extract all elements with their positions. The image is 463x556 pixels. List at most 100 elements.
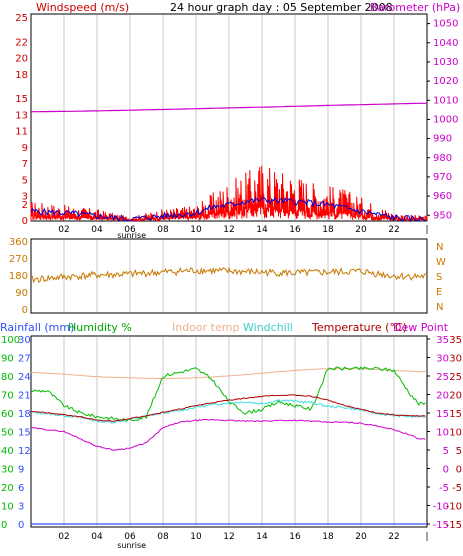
x-tick-label-top: 04 — [91, 225, 103, 235]
dir-compass-label: N — [436, 302, 443, 313]
baro-y-tick: 980 — [433, 153, 452, 164]
temp-y-tick: 25 — [449, 372, 462, 383]
humidity-y-tick: 6 — [18, 483, 24, 494]
temp-y-tick: -15 — [446, 520, 462, 531]
x-tick-label-bottom: 16 — [289, 532, 301, 542]
baro-y-tick: 960 — [433, 191, 452, 202]
rain-y-tick: 40 — [1, 446, 14, 457]
indoor-y-tick: 20 — [436, 391, 449, 402]
wind-y-tick: 18 — [15, 70, 28, 81]
x-tick-label-top: 12 — [223, 225, 234, 235]
wind-y-tick: 2 — [22, 200, 28, 211]
baro-y-tick: 1030 — [433, 57, 458, 68]
x-tick-label-top: 22 — [388, 225, 399, 235]
dir-compass-label: S — [436, 272, 442, 283]
panel-direction — [30, 238, 428, 314]
temp-y-tick: 5 — [456, 446, 462, 457]
legend-rainfall: Rainfall (mm) — [0, 321, 74, 334]
indoor-y-tick: 5 — [443, 446, 449, 457]
wind-y-tick: 3 — [22, 192, 28, 203]
baro-y-tick: 1000 — [433, 114, 458, 125]
legend-temperature: Temperature (°C) — [311, 321, 407, 334]
dir-compass-label: W — [436, 257, 446, 268]
rain-y-tick: 50 — [1, 428, 14, 439]
wind-y-tick: 25 — [15, 13, 28, 24]
humidity-y-tick: 9 — [18, 465, 24, 476]
x-tick-label-bottom: 14 — [256, 532, 268, 542]
humidity-y-tick: 21 — [18, 391, 31, 402]
humidity-y-tick: 18 — [18, 409, 31, 420]
temp-y-tick: 30 — [449, 354, 462, 365]
x-tick-label-top: 10 — [190, 225, 202, 235]
humidity-y-tick: 15 — [18, 428, 31, 439]
rain-y-tick: 20 — [1, 483, 14, 494]
sunrise-label-bottom: sunrise — [117, 541, 146, 550]
indoor-y-tick: 10 — [436, 428, 449, 439]
humidity-y-tick: 24 — [18, 372, 31, 383]
rain-y-tick: 80 — [1, 372, 14, 383]
legend-humidity: Humidity % — [68, 321, 132, 334]
indoor-y-tick: -15 — [433, 520, 449, 531]
x-tick-label-bottom: 12 — [223, 532, 234, 542]
indoor-y-tick: 25 — [436, 372, 449, 383]
wind-y-tick: 0 — [22, 216, 28, 227]
temp-y-tick: 10 — [449, 428, 462, 439]
humidity-y-tick: 12 — [18, 446, 31, 457]
baro-y-tick: 1040 — [433, 38, 458, 49]
x-end-tick: | — [425, 225, 428, 235]
indoor-y-tick: 15 — [436, 409, 449, 420]
legend-dewpoint: Dew Point — [393, 321, 449, 334]
rain-y-tick: 60 — [1, 409, 14, 420]
x-tick-label-bottom: 06 — [124, 532, 136, 542]
rain-y-tick: 100 — [1, 335, 20, 346]
baro-y-tick: 1010 — [433, 95, 458, 106]
legend-indoor: Indoor temp — [172, 321, 239, 334]
indoor-y-tick: 0 — [443, 465, 449, 476]
indoor-line — [30, 367, 426, 380]
x-tick-label-bottom: 22 — [388, 532, 399, 542]
wind-y-tick: 22 — [15, 37, 28, 48]
wind-y-tick: 13 — [15, 110, 28, 121]
x-end-tick: | — [425, 532, 428, 542]
panel-wind — [30, 13, 428, 222]
baro-y-tick: 1020 — [433, 76, 458, 87]
x-tick-label-bottom: 18 — [322, 532, 334, 542]
baro-y-tick: 950 — [433, 210, 452, 221]
indoor-y-tick: -10 — [433, 502, 449, 513]
baro-y-tick: 990 — [433, 134, 452, 145]
indoor-y-tick: -5 — [439, 483, 449, 494]
humidity-y-tick: 3 — [18, 502, 24, 513]
dewpoint-line — [30, 418, 426, 451]
dir-y-tick: 180 — [9, 271, 28, 282]
temp-y-tick: 35 — [449, 335, 462, 346]
baro-axis-title: Barometer (hPa) — [370, 1, 460, 14]
barometer-line — [30, 102, 427, 113]
temperature-line — [31, 394, 426, 422]
dir-y-tick: 270 — [9, 254, 28, 265]
legend-windchill: Windchill — [243, 321, 293, 334]
temp-y-tick: 20 — [449, 391, 462, 402]
x-tick-label-top: 16 — [289, 225, 301, 235]
wind-y-tick: 7 — [22, 159, 28, 170]
baro-y-tick: 1050 — [433, 19, 458, 30]
rain-y-tick: 30 — [1, 465, 14, 476]
baro-y-tick: 970 — [433, 172, 452, 183]
rain-y-tick: 0 — [1, 520, 7, 531]
x-tick-label-bottom: 04 — [91, 532, 103, 542]
indoor-y-tick: 35 — [436, 335, 449, 346]
wind-y-tick: 15 — [15, 94, 28, 105]
x-tick-label-top: 20 — [355, 225, 367, 235]
dir-y-tick: 360 — [9, 237, 28, 248]
x-tick-label-top: 14 — [256, 225, 268, 235]
wind-y-tick: 20 — [15, 54, 28, 65]
x-tick-label-top: 06 — [124, 225, 136, 235]
humidity-y-tick: 27 — [18, 354, 31, 365]
x-tick-label-bottom: 10 — [190, 532, 202, 542]
rain-y-tick: 10 — [1, 502, 14, 513]
humidity-y-tick: 0 — [18, 520, 24, 531]
x-tick-label-bottom: 02 — [58, 532, 69, 542]
indoor-y-tick: 30 — [436, 354, 449, 365]
chart-title: 24 hour graph day : 05 September 2008 — [170, 1, 393, 14]
x-tick-label-top: 08 — [157, 225, 169, 235]
